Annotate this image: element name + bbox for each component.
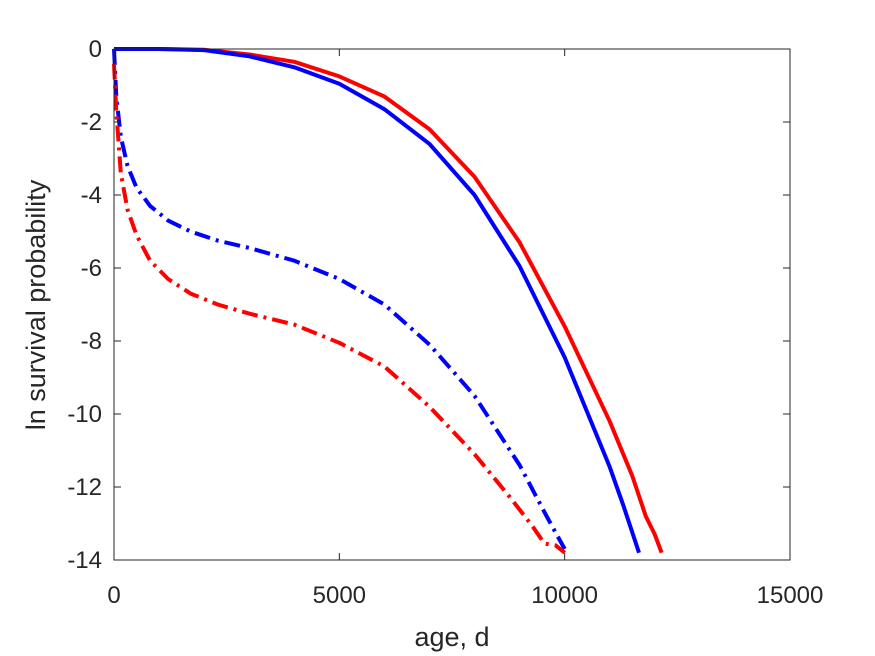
y-tick-label: -10: [67, 401, 102, 428]
x-tick-label: 10000: [531, 582, 598, 609]
y-axis-label: ln survival probability: [21, 179, 51, 430]
tick-marks: [113, 48, 791, 561]
x-tick-labels: 0 5000 10000 15000: [107, 582, 823, 609]
y-tick-label: 0: [89, 36, 102, 63]
series-lines: [112, 47, 664, 555]
plot-frame: [113, 48, 791, 561]
series-line-dash-dot: [112, 63, 566, 555]
series-line-solid: [114, 47, 664, 554]
y-tick-label: -6: [81, 255, 102, 282]
y-tick-label: -12: [67, 474, 102, 501]
series-line-dash-dot: [112, 48, 567, 550]
y-tick-label: -8: [81, 328, 102, 355]
y-tick-label: -14: [67, 547, 102, 574]
series-line-solid: [114, 47, 641, 554]
y-tick-label: -4: [81, 182, 102, 209]
x-tick-label: 0: [107, 582, 120, 609]
y-tick-label: -2: [81, 109, 102, 136]
x-axis-label: age, d: [414, 622, 489, 652]
x-tick-label: 15000: [757, 582, 824, 609]
y-tick-labels: 0 -2 -4 -6 -8 -10 -12 -14: [67, 36, 102, 574]
x-tick-label: 5000: [313, 582, 366, 609]
